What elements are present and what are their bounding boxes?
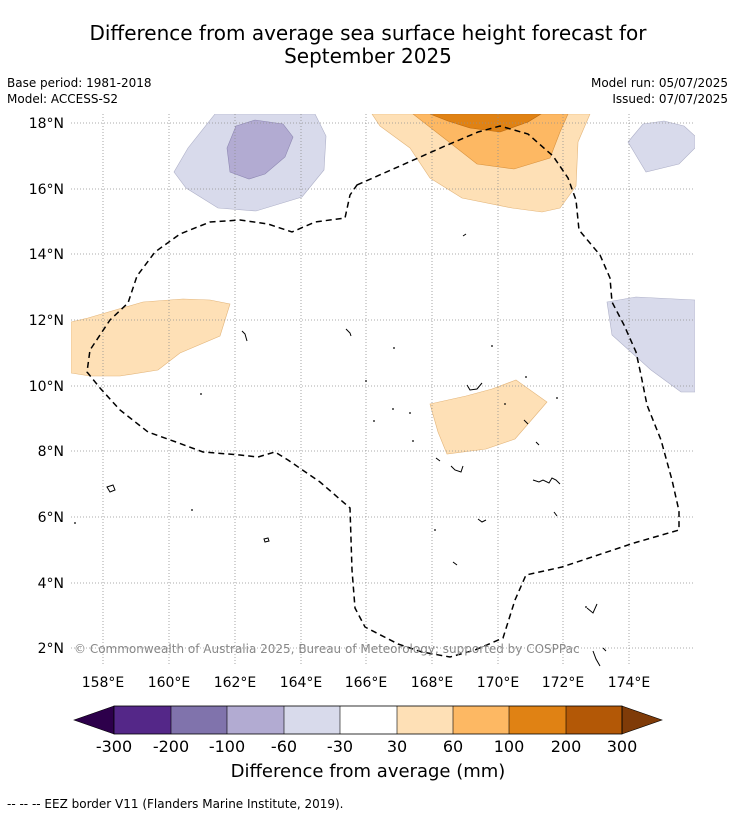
longitude-labels: 158°E 160°E 162°E 164°E 166°E 168°E 170°… — [82, 675, 651, 691]
colorbar-tick-label: -100 — [208, 737, 246, 756]
lat-label: 16°N — [29, 182, 64, 198]
colorbar-title: Difference from average (mm) — [230, 761, 506, 782]
lon-label: 158°E — [82, 675, 125, 691]
anomaly-negative-region-ne — [627, 120, 695, 173]
colorbar-tick-label: 100 — [493, 737, 525, 756]
colorbar-tick-label: -300 — [95, 737, 133, 756]
base-period: Base period: 1981-2018 — [7, 76, 152, 90]
colorbar-tick-label: 60 — [442, 737, 464, 756]
copyright-text: © Commonwealth of Australia 2025, Bureau… — [74, 642, 580, 656]
lat-label: 12°N — [29, 313, 64, 329]
colorbar-bin — [509, 706, 566, 734]
anomaly-field — [71, 114, 695, 455]
anomaly-negative-core-nw — [226, 119, 294, 180]
lon-label: 174°E — [608, 675, 651, 691]
lon-label: 160°E — [148, 675, 191, 691]
colorbar-tick-label: -60 — [270, 737, 298, 756]
lon-label: 166°E — [345, 675, 388, 691]
anomaly-positive-mid-north — [412, 114, 569, 170]
colorbar-bin — [453, 706, 509, 734]
colorbar-tick-label: 200 — [550, 737, 582, 756]
gridlines — [71, 114, 695, 664]
colorbar-extend-high — [621, 705, 663, 735]
chart-title: Difference from average sea surface heig… — [0, 22, 736, 68]
model-run: Model run: 05/07/2025 — [590, 76, 728, 90]
lat-label: 8°N — [38, 444, 64, 460]
colorbar-bin — [227, 706, 284, 734]
meta-right: Model run: 05/07/2025 Issued: 07/07/2025 — [591, 75, 728, 107]
anomaly-negative-region-east — [606, 296, 695, 393]
lon-label: 168°E — [411, 675, 454, 691]
title-line-2: September 2025 — [284, 44, 452, 68]
small-islands — [74, 345, 587, 608]
anomaly-positive-region-west — [71, 298, 231, 377]
lat-label: 6°N — [38, 510, 64, 526]
islands — [106, 233, 607, 667]
colorbar-tick-label: -30 — [326, 737, 354, 756]
anomaly-positive-region-central — [429, 379, 548, 455]
lat-label: 10°N — [29, 379, 64, 395]
lat-label: 14°N — [29, 247, 64, 263]
colorbar-tick-label: -200 — [152, 737, 190, 756]
colorbar-bin — [566, 706, 622, 734]
colorbar-tick-label: 30 — [386, 737, 408, 756]
colorbar-bin — [340, 706, 397, 734]
eez-border — [86, 125, 680, 658]
footnote-eez-source: -- -- -- EEZ border V11 (Flanders Marine… — [7, 797, 344, 811]
title-line-1: Difference from average sea surface heig… — [89, 21, 647, 45]
colorbar — [73, 705, 663, 735]
colorbar-tick-label: 300 — [606, 737, 638, 756]
colorbar-bin — [171, 706, 227, 734]
colorbar-bin — [284, 706, 340, 734]
issued-date: Issued: 07/07/2025 — [612, 92, 728, 106]
colorbar-bin — [397, 706, 453, 734]
colorbar-dividers — [170, 706, 567, 734]
lon-label: 170°E — [477, 675, 520, 691]
lat-label: 4°N — [38, 576, 64, 592]
lon-label: 162°E — [214, 675, 257, 691]
lon-label: 172°E — [542, 675, 585, 691]
latitude-labels: 18°N 16°N 14°N 12°N 10°N 8°N 6°N 4°N 2°N — [29, 116, 64, 657]
lon-label: 164°E — [280, 675, 323, 691]
colorbar-bin — [114, 706, 171, 734]
lat-label: 2°N — [38, 641, 64, 657]
lat-label: 18°N — [29, 116, 64, 132]
model-name: Model: ACCESS-S2 — [7, 92, 119, 106]
colorbar-frame — [113, 705, 623, 735]
meta-left: Base period: 1981-2018 Model: ACCESS-S2 — [7, 75, 152, 107]
colorbar-extend-low — [73, 705, 115, 735]
